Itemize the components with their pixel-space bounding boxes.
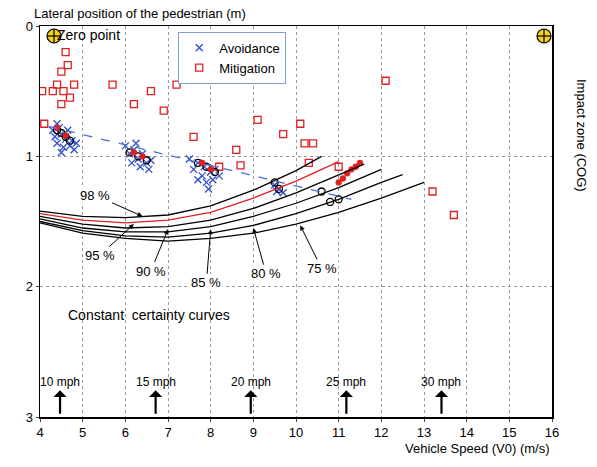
- svg-text:25 mph: 25 mph: [326, 375, 366, 389]
- svg-text:7: 7: [164, 425, 171, 440]
- svg-text:9: 9: [250, 425, 257, 440]
- svg-text:Zero point: Zero point: [57, 27, 120, 43]
- svg-text:Impact zone (COG): Impact zone (COG): [574, 79, 589, 192]
- svg-text:80 %: 80 %: [251, 266, 281, 281]
- svg-text:15 mph: 15 mph: [136, 375, 176, 389]
- svg-text:Constant certainty curves: Constant certainty curves: [68, 307, 230, 323]
- svg-text:6: 6: [122, 425, 129, 440]
- svg-text:13: 13: [417, 425, 431, 440]
- svg-text:10 mph: 10 mph: [40, 375, 80, 389]
- svg-text:15: 15: [502, 425, 516, 440]
- svg-text:3: 3: [26, 410, 33, 425]
- svg-text:95 %: 95 %: [85, 248, 115, 263]
- svg-text:85 %: 85 %: [191, 275, 221, 290]
- svg-text:0: 0: [26, 19, 33, 34]
- svg-text:Mitigation: Mitigation: [219, 61, 275, 76]
- svg-text:98 %: 98 %: [80, 188, 110, 203]
- svg-text:Lateral position of the pedest: Lateral position of the pedestrian (m): [34, 6, 246, 21]
- svg-text:2: 2: [26, 279, 33, 294]
- svg-text:30 mph: 30 mph: [421, 375, 461, 389]
- svg-text:Vehicle Speed (V0) (m/s): Vehicle Speed (V0) (m/s): [405, 441, 550, 456]
- svg-text:75 %: 75 %: [307, 261, 337, 276]
- svg-text:16: 16: [545, 425, 559, 440]
- svg-text:14: 14: [459, 425, 473, 440]
- svg-text:20 mph: 20 mph: [231, 375, 271, 389]
- svg-text:1: 1: [26, 149, 33, 164]
- svg-text:12: 12: [374, 425, 388, 440]
- svg-text:5: 5: [79, 425, 86, 440]
- svg-text:Avoidance: Avoidance: [219, 41, 279, 56]
- svg-text:11: 11: [332, 425, 346, 440]
- svg-text:90 %: 90 %: [136, 264, 166, 279]
- svg-text:10: 10: [289, 425, 303, 440]
- svg-text:8: 8: [207, 425, 214, 440]
- svg-text:4: 4: [36, 425, 43, 440]
